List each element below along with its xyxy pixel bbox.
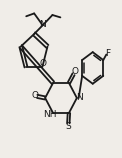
Text: O: O	[40, 60, 46, 69]
Text: S: S	[65, 122, 71, 131]
Text: O: O	[71, 67, 78, 76]
Text: NH: NH	[43, 110, 57, 119]
Text: F: F	[105, 49, 110, 58]
Text: N: N	[39, 20, 46, 29]
Text: N: N	[76, 93, 83, 102]
Text: O: O	[31, 91, 39, 100]
